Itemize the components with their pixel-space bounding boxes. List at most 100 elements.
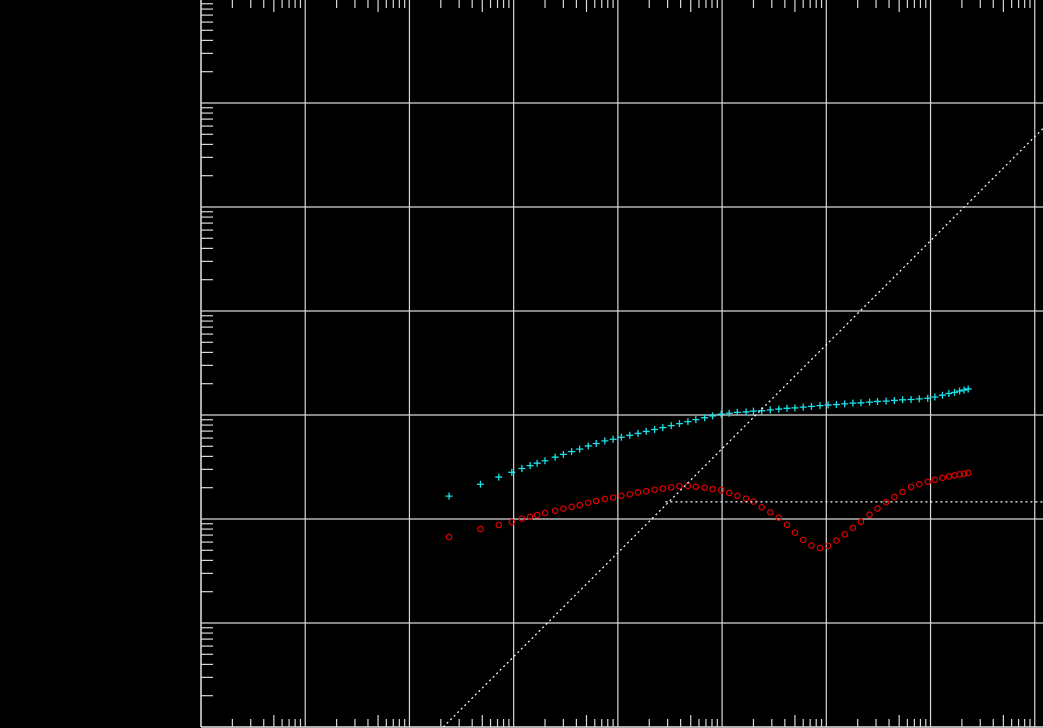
circle-marker: [824, 542, 832, 550]
plus-marker: [775, 405, 783, 413]
circle-marker: [618, 492, 625, 500]
circle-marker: [939, 474, 946, 482]
circle-marker: [791, 529, 799, 536]
circle-marker: [609, 494, 617, 501]
circle-marker: [651, 486, 658, 494]
plus-marker: [799, 403, 807, 411]
circle-marker: [701, 484, 708, 491]
plus-marker: [964, 385, 972, 393]
circle-marker: [495, 521, 503, 529]
plus-marker: [951, 388, 959, 396]
circle-marker: [477, 525, 484, 533]
circle-marker: [445, 533, 453, 541]
plus-marker: [816, 402, 824, 410]
circle-marker: [882, 498, 890, 506]
circle-marker: [734, 492, 741, 500]
plus-marker: [526, 462, 534, 470]
circle-marker: [667, 484, 675, 491]
plus-marker: [874, 397, 882, 405]
circle-marker: [601, 495, 609, 503]
circle-marker: [684, 482, 692, 490]
circle-marker: [891, 493, 898, 501]
circle-marker: [584, 499, 592, 507]
circle-marker: [568, 503, 575, 511]
circle-marker: [945, 473, 953, 480]
circle-marker: [766, 508, 774, 516]
circle-marker: [717, 486, 725, 494]
plus-marker: [476, 480, 484, 488]
plus-marker: [960, 386, 968, 394]
plus-marker: [841, 400, 849, 408]
plus-marker: [659, 424, 667, 432]
plus-marker: [945, 389, 953, 397]
circle-marker: [960, 470, 968, 477]
plus-marker: [533, 459, 541, 467]
circle-marker: [692, 483, 700, 491]
reference-line: [442, 128, 1043, 728]
plus-marker: [584, 442, 592, 450]
plus-marker: [857, 399, 865, 407]
circle-marker: [783, 521, 791, 529]
plus-marker: [832, 401, 840, 409]
circle-marker: [725, 489, 733, 497]
plus-marker: [758, 407, 766, 415]
circle-marker: [560, 505, 567, 512]
circle-marker: [518, 515, 526, 522]
plus-marker: [541, 457, 549, 465]
plus-marker: [667, 422, 675, 430]
circle-marker: [849, 524, 857, 532]
circle-marker: [964, 469, 972, 477]
plus-marker: [907, 395, 915, 403]
plus-marker: [717, 410, 725, 418]
circle-marker: [709, 485, 716, 493]
circle-marker: [816, 544, 824, 552]
plus-marker: [651, 425, 659, 433]
circle-marker: [576, 501, 583, 509]
circle-marker: [626, 490, 634, 498]
plus-marker: [675, 420, 683, 428]
circle-marker: [866, 511, 873, 518]
plus-marker: [701, 414, 709, 422]
plus-marker: [609, 435, 617, 443]
plus-marker: [956, 387, 964, 395]
circle-marker: [931, 476, 939, 484]
plus-marker: [938, 391, 946, 399]
circle-marker: [659, 485, 667, 492]
plus-marker: [634, 429, 642, 437]
circle-marker: [956, 471, 963, 478]
plus-marker: [684, 418, 692, 426]
circle-marker: [742, 495, 750, 502]
circle-marker: [775, 514, 783, 521]
plus-marker: [568, 448, 576, 456]
plus-marker: [742, 408, 750, 416]
circle-marker: [592, 497, 600, 505]
plus-marker: [766, 406, 774, 414]
circle-marker: [899, 488, 906, 496]
circle-marker: [907, 483, 915, 491]
plus-marker: [559, 450, 567, 458]
circle-marker: [541, 509, 549, 517]
circle-marker: [874, 505, 881, 512]
plus-marker: [931, 393, 939, 401]
plus-marker: [899, 396, 907, 404]
circle-marker: [676, 482, 683, 490]
plus-marker: [642, 427, 650, 435]
plus-marker: [791, 404, 799, 412]
plus-marker: [626, 431, 634, 439]
plus-marker: [849, 399, 857, 407]
circle-marker: [758, 503, 766, 511]
circle-marker: [857, 518, 865, 526]
plus-marker: [518, 464, 526, 472]
plus-marker: [617, 433, 625, 441]
plus-marker: [807, 402, 815, 410]
circle-marker: [551, 507, 559, 515]
plus-marker: [592, 440, 600, 448]
plus-marker: [601, 437, 609, 445]
plus-marker: [508, 468, 516, 476]
circle-marker: [799, 536, 807, 544]
circle-marker: [526, 513, 534, 521]
plus-marker: [495, 473, 503, 481]
circle-marker: [841, 531, 848, 538]
